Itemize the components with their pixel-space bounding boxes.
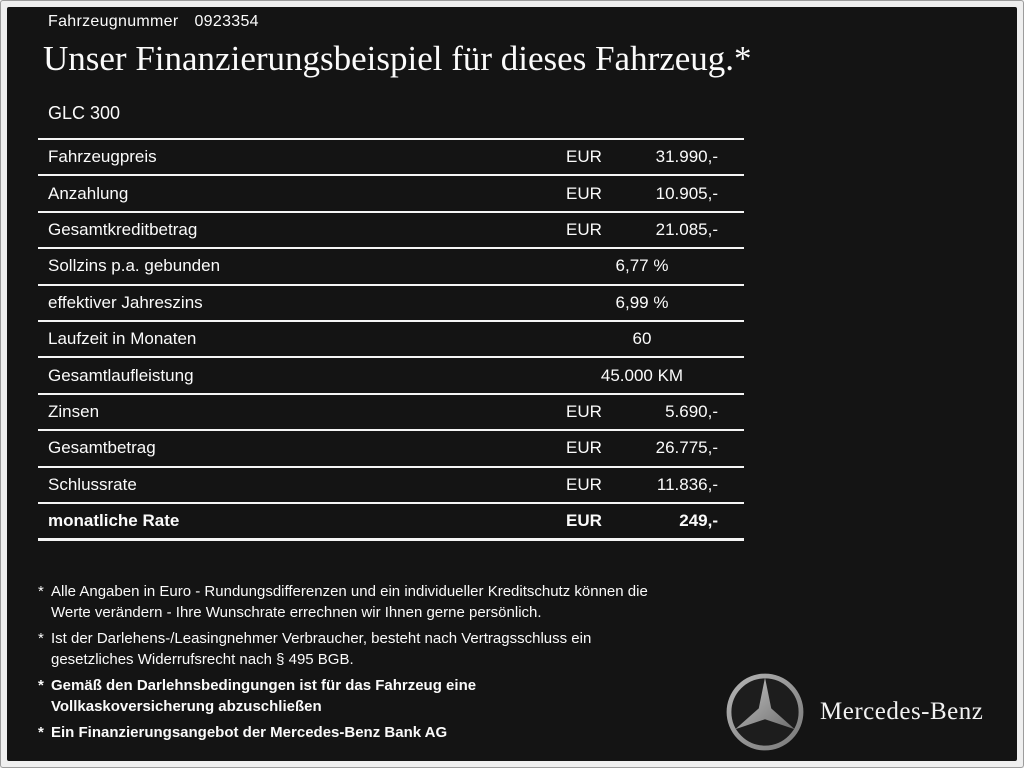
row-value: 6,99 % <box>615 292 669 312</box>
row-value: 60 <box>632 329 652 349</box>
footnote: * Alle Angaben in Euro - Rundungsdiffere… <box>38 581 648 623</box>
table-row: monatliche Rate EUR 249,- <box>38 501 744 538</box>
footnote: * Ein Finanzierungsangebot der Mercedes-… <box>38 722 648 743</box>
row-currency: EUR <box>566 474 602 494</box>
row-currency: EUR <box>566 183 602 203</box>
table-row: Anzahlung EUR 10.905,- <box>38 174 744 210</box>
finance-table: Fahrzeugpreis EUR 31.990,- Anzahlung EUR… <box>38 138 744 542</box>
row-currency: EUR <box>566 438 602 458</box>
table-row: Zinsen EUR 5.690,- <box>38 392 744 429</box>
table-row: Gesamtbetrag EUR 26.775,- <box>38 429 744 465</box>
footnote-asterisk: * <box>38 724 44 741</box>
table-row: Sollzins p.a. gebunden 6,77 % <box>38 247 744 283</box>
row-value: 31.990,- <box>655 147 718 167</box>
row-label: Gesamtkreditbetrag <box>48 219 198 239</box>
table-row: Schlussrate EUR 11.836,- <box>38 465 744 502</box>
footnote-text: Ist der Darlehens-/Leasingnehmer Verbrau… <box>51 630 592 668</box>
row-label: Zinsen <box>48 401 100 421</box>
footnote-asterisk: * <box>38 677 44 694</box>
table-row: Fahrzeugpreis EUR 31.990,- <box>38 138 744 174</box>
page-title: Unser Finanzierungsbeispiel für dieses F… <box>43 39 752 78</box>
row-currency: EUR <box>566 401 602 421</box>
vehicle-number-value: 0923354 <box>194 13 259 30</box>
row-label: Laufzeit in Monaten <box>48 329 197 349</box>
row-label: Sollzins p.a. gebunden <box>48 256 221 276</box>
row-label: Schlussrate <box>48 474 137 494</box>
row-value: 6,77 % <box>615 256 669 276</box>
row-right: 6,77 % <box>566 256 718 276</box>
table-row: Laufzeit in Monaten 60 <box>38 319 744 356</box>
row-label: monatliche Rate <box>48 511 180 531</box>
footnotes: * Alle Angaben in Euro - Rundungsdiffere… <box>38 581 648 748</box>
row-label: Anzahlung <box>48 183 129 203</box>
row-value: 10.905,- <box>655 183 718 203</box>
vehicle-number-label: Fahrzeugnummer <box>48 13 179 30</box>
row-label: Fahrzeugpreis <box>48 147 157 167</box>
footnote-asterisk: * <box>38 583 44 600</box>
row-value: 21.085,- <box>655 219 718 239</box>
footnote-text: Alle Angaben in Euro - Rundungsdifferenz… <box>51 583 648 621</box>
footnote-asterisk: * <box>38 630 44 647</box>
footnote-text: Ein Finanzierungsangebot der Mercedes-Be… <box>51 724 448 741</box>
row-right: 45.000 KM <box>566 366 718 386</box>
row-right: EUR 26.775,- <box>566 438 718 458</box>
footnote: * Gemäß den Darlehnsbedingungen ist für … <box>38 675 648 717</box>
row-right: EUR 10.905,- <box>566 184 718 204</box>
row-currency: EUR <box>566 147 602 167</box>
table-row: Gesamtkreditbetrag EUR 21.085,- <box>38 210 744 247</box>
row-currency: EUR <box>566 511 602 531</box>
model-name: GLC 300 <box>48 103 121 123</box>
footnote: * Ist der Darlehens-/Leasingnehmer Verbr… <box>38 628 648 670</box>
row-right: EUR 21.085,- <box>566 220 718 240</box>
finance-panel: Fahrzeugnummer 0923354 Unser Finanzierung… <box>7 7 1017 761</box>
row-value: 5.690,- <box>665 401 718 421</box>
row-right: EUR 249,- <box>566 511 718 531</box>
row-currency: EUR <box>566 219 602 239</box>
mercedes-star-icon <box>725 672 805 752</box>
row-label: Gesamtbetrag <box>48 438 156 458</box>
row-label: Gesamtlaufleistung <box>48 365 194 385</box>
table-row: Gesamtlaufleistung 45.000 KM <box>38 356 744 392</box>
row-right: EUR 11.836,- <box>566 475 718 495</box>
row-right: 60 <box>566 329 718 349</box>
row-value: 249,- <box>679 511 718 531</box>
vehicle-number: Fahrzeugnummer 0923354 <box>48 13 259 31</box>
row-right: EUR 31.990,- <box>566 147 718 167</box>
brand-wordmark: Mercedes-Benz <box>820 698 984 725</box>
table-row: effektiver Jahreszins 6,99 % <box>38 283 744 320</box>
row-value: 45.000 KM <box>600 365 684 385</box>
row-right: EUR 5.690,- <box>566 402 718 422</box>
row-right: 6,99 % <box>566 293 718 313</box>
row-label: effektiver Jahreszins <box>48 292 203 312</box>
row-value: 11.836,- <box>656 474 718 494</box>
footnote-text: Gemäß den Darlehnsbedingungen ist für da… <box>51 677 477 715</box>
brand: Mercedes-Benz <box>725 672 983 752</box>
row-value: 26.775,- <box>655 438 718 458</box>
